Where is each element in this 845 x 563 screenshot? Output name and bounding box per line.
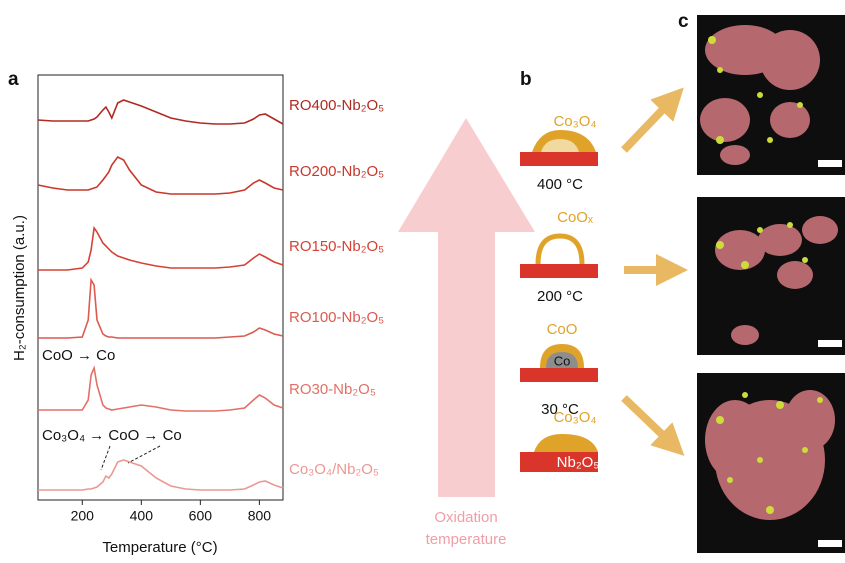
x-tick-label: 600: [189, 508, 213, 524]
x-tick-label: 800: [248, 508, 272, 524]
temperature-label: 200 °C: [537, 288, 583, 305]
annotation: CoO → Co: [42, 347, 115, 364]
panel-label: c: [678, 11, 689, 32]
temperature-label: 400 °C: [537, 176, 583, 193]
shell-label: Co₃O₄: [553, 113, 596, 130]
x-tick-label: 200: [71, 508, 95, 524]
series-line: [38, 280, 283, 338]
micrographs: [697, 15, 845, 553]
series-line: [38, 368, 283, 411]
x-tick-label: 400: [130, 508, 154, 524]
core-label: Co: [554, 353, 571, 368]
arrow: [624, 398, 670, 442]
series-line: [38, 100, 283, 124]
arrow: [624, 102, 670, 150]
figure: a Temperature (°C) H₂-consumption (a.u.)…: [0, 0, 845, 558]
arrow-label: Oxidation: [434, 509, 497, 526]
panel-label: b: [520, 69, 532, 90]
panel-label: a: [8, 69, 19, 90]
series-label: Co₃O₄/Nb₂O₅: [289, 461, 379, 478]
annotation: Co₃O₄ → CoO → Co: [42, 427, 182, 444]
shell-label: Co₃O₄: [553, 409, 596, 426]
oxidation-arrow: [398, 118, 535, 497]
particle-400: [520, 130, 598, 166]
series-label: RO100-Nb₂O₅: [289, 309, 384, 326]
arrow-label: temperature: [426, 531, 507, 548]
series-label: RO150-Nb₂O₅: [289, 238, 384, 255]
support-label: Nb₂O₅: [557, 454, 600, 471]
x-axis-label: Temperature (°C): [102, 539, 217, 556]
series-label: RO400-Nb₂O₅: [289, 97, 384, 114]
shell-label: CoOₓ: [557, 209, 593, 226]
annotation-leader: [101, 446, 110, 470]
series-label: RO200-Nb₂O₅: [289, 163, 384, 180]
annotation-leader: [128, 446, 160, 463]
series-line: [38, 228, 283, 270]
series-line: [38, 460, 283, 490]
y-axis-label: H₂-consumption (a.u.): [11, 215, 28, 361]
shell-label: CoO: [547, 321, 578, 338]
particle-200: [520, 236, 598, 278]
series-label: RO30-Nb₂O₅: [289, 381, 376, 398]
series-line: [38, 157, 283, 194]
